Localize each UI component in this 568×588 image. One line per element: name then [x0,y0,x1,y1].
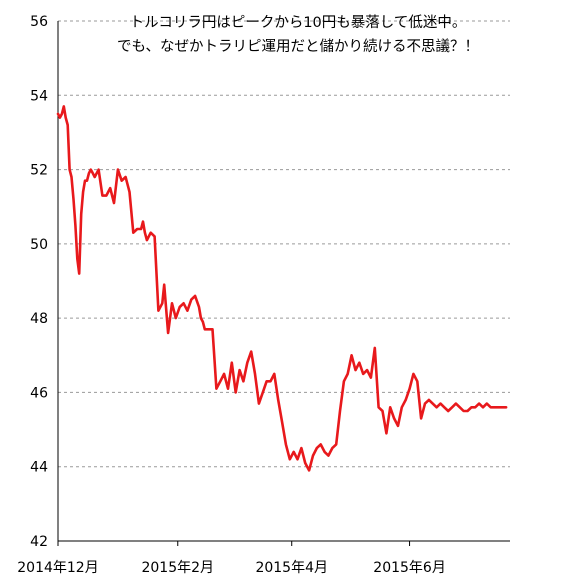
y-tick-label: 50 [30,237,48,253]
x-tick-label: 2014年12月 [17,560,98,576]
x-tick-label: 2015年6月 [373,560,446,576]
y-tick-label: 56 [30,14,48,30]
y-tick-labels: 42 44 46 48 50 52 54 56 [30,14,48,550]
x-tick-label: 2015年4月 [255,560,328,576]
y-tick-label: 52 [30,163,48,179]
x-tick-label: 2015年2月 [141,560,214,576]
y-tick-label: 48 [30,311,48,327]
series-group [56,105,508,472]
chart-title: トルコリラ円はピークから10円も暴落して低迷中。 でも、なぜかトラリピ運用だと儲… [117,14,479,55]
axes [57,21,510,542]
y-tick-label: 42 [30,534,48,550]
gridlines [58,20,510,468]
series-line-0 [56,105,508,472]
x-tick-labels: 2014年12月 2015年2月 2015年4月 2015年6月 [17,541,446,576]
y-tick-label: 54 [30,88,48,104]
title-line-2: でも、なぜかトラリピ運用だと儲かり続ける不思議？！ [117,37,479,55]
y-tick-label: 46 [30,385,48,401]
y-tick-label: 44 [30,460,48,476]
title-line-1: トルコリラ円はピークから10円も暴落して低迷中。 [130,14,467,31]
